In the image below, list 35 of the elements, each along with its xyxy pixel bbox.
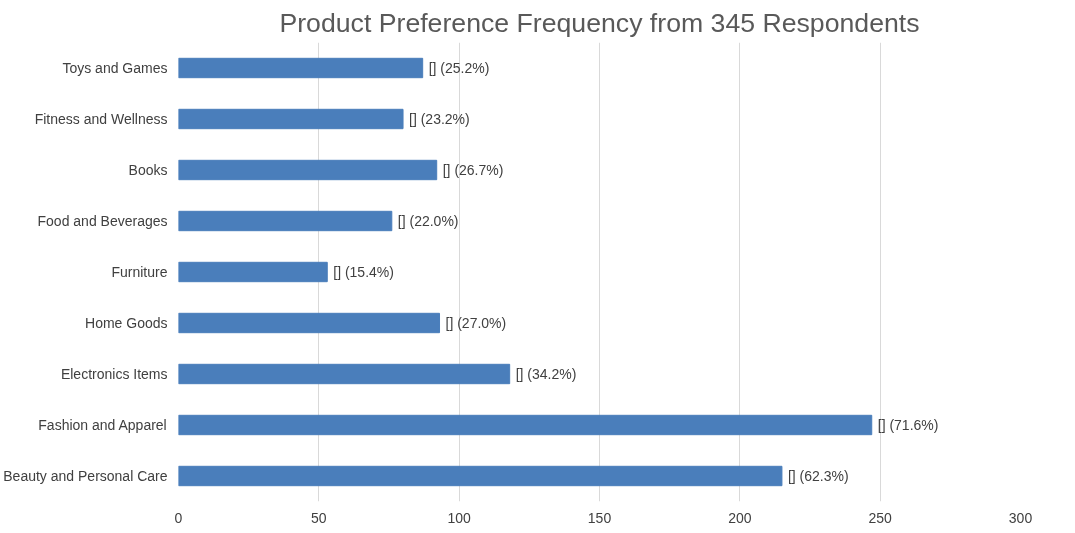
annotation: [] (22.0%) (397, 213, 459, 229)
annotation: [] (62.3%) (787, 468, 849, 484)
annotation: [] (71.6%) (877, 417, 939, 433)
y-tick-label: Books (128, 162, 168, 178)
y-tick-label: Fitness and Wellness (34, 111, 168, 127)
y-tick-label: Food and Beverages (37, 213, 168, 229)
y-tick-label: Furniture (111, 264, 168, 280)
bar (178, 108, 404, 130)
annotation: [] (23.2%) (409, 111, 470, 127)
x-tick-label: 300 (1008, 509, 1033, 526)
x-tick-label: 200 (728, 509, 752, 526)
chart-title: Product Preference Frequency from 345 Respondents (279, 7, 920, 38)
annotation: [] (26.7%) (442, 162, 504, 178)
y-tick-label: Home Goods (85, 315, 168, 331)
annotation: [] (27.0%) (445, 315, 507, 331)
y-tick-label: Beauty and Personal Care (3, 468, 168, 484)
bar (178, 57, 424, 79)
y-tick-label: Electronics Items (60, 366, 168, 382)
x-tick-label: 250 (868, 509, 893, 526)
bar (178, 210, 393, 232)
bar (178, 261, 328, 283)
bar (178, 363, 511, 385)
bar (178, 414, 873, 436)
x-tick-label: 50 (311, 509, 327, 526)
y-tick-label: Toys and Games (62, 60, 168, 76)
y-tick-label: Fashion and Apparel (38, 417, 167, 433)
x-tick-label: 0 (174, 509, 183, 526)
annotation: [] (34.2%) (515, 366, 577, 382)
annotation: [] (15.4%) (333, 264, 394, 280)
bar (178, 312, 441, 334)
x-tick-label: 150 (587, 509, 612, 526)
x-tick-label: 100 (447, 509, 472, 526)
bar (178, 159, 438, 181)
annotation: [] (25.2%) (428, 60, 490, 76)
bar (178, 465, 783, 487)
